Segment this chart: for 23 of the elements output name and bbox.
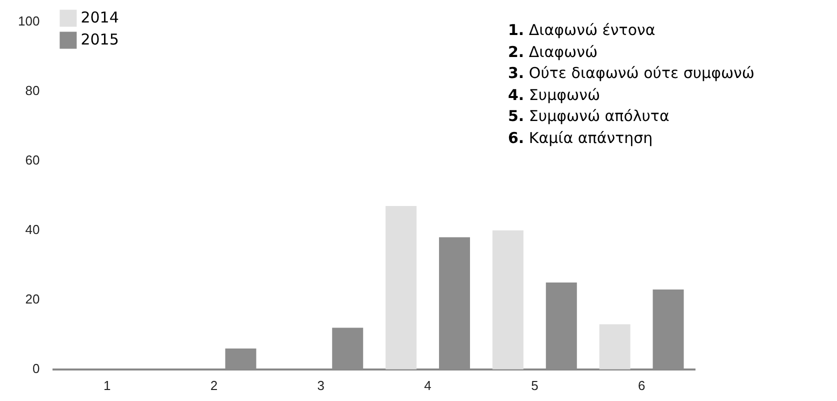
annotation: 3. Ούτε διαφωνώ ούτε συμφωνώ: [508, 63, 754, 84]
y-tick-label: 60: [25, 152, 40, 168]
y-tick-label: 80: [25, 82, 40, 98]
x-tick-label: 6: [638, 378, 646, 393]
x-tick-label: 4: [424, 378, 432, 393]
x-tick-label: 3: [317, 378, 325, 393]
y-tick-label: 40: [25, 222, 40, 237]
annotation: 1. Διαφωνώ έντονα: [508, 20, 656, 41]
x-tick-label: 1: [104, 378, 111, 393]
annotation: 4. Συμφωνώ: [508, 84, 602, 106]
y-tick-label: 100: [18, 13, 40, 28]
annotation: 5. Συμφωνώ απόλυτα: [508, 106, 670, 127]
legend-label: 2014: [80, 8, 119, 27]
x-tick-label: 2: [210, 378, 218, 393]
y-tick-label: 0: [32, 360, 40, 376]
y-tick-label: 20: [25, 291, 40, 306]
x-tick-label: 5: [531, 378, 538, 393]
annotation: 6. Καμία απάντηση: [508, 128, 654, 148]
legend-label: 2015: [80, 30, 119, 49]
bar: [386, 206, 417, 370]
bar: [599, 324, 630, 370]
bar: [492, 230, 524, 370]
annotation: 2. Διαφωνώ: [508, 42, 599, 62]
